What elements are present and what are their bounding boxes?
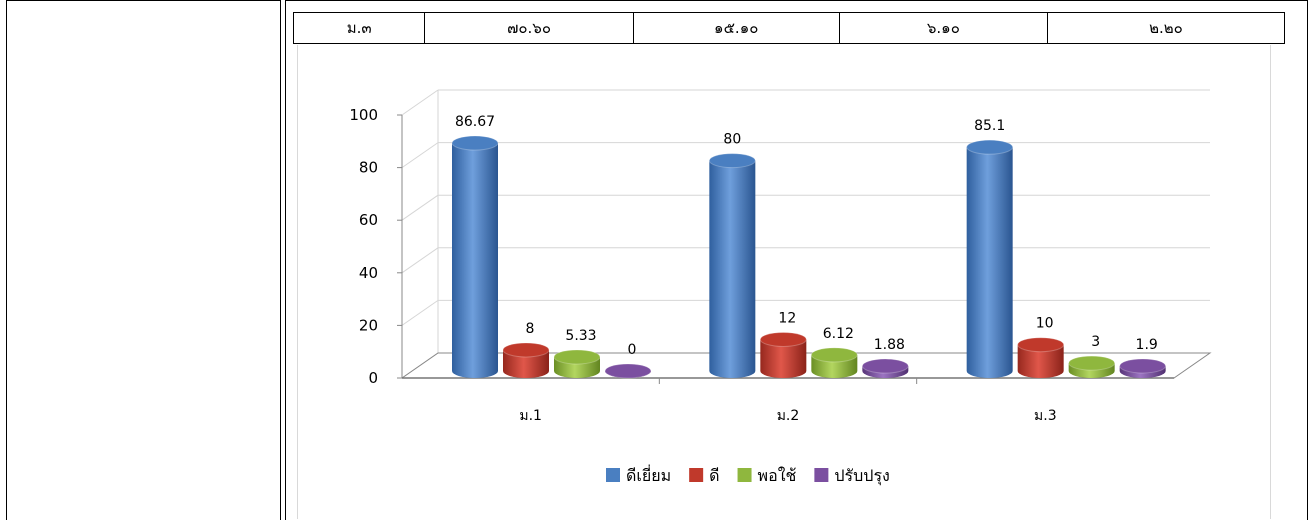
bar-body [1017, 344, 1064, 378]
legend-label: พอใช้ [758, 466, 797, 485]
x-tick-label: ม.3 [1034, 408, 1057, 424]
bar [708, 153, 756, 379]
data-label: 12 [778, 310, 796, 326]
legend-swatch [689, 468, 704, 482]
bar [451, 135, 499, 378]
gridline-side [401, 89, 439, 116]
data-label: 8 [526, 321, 535, 337]
bar-body [966, 147, 1013, 379]
data-label: 6.12 [823, 326, 854, 342]
bar-body [503, 349, 549, 378]
data-label: 0 [628, 342, 637, 358]
bar [1119, 358, 1167, 379]
chart-panel [297, 45, 1271, 519]
table-cell-value-4: ๒.๒๐ [1149, 19, 1183, 37]
gridline-side [401, 194, 439, 221]
y-tick-label: 20 [359, 316, 378, 334]
bar-top [708, 153, 756, 169]
legend-label: ดี [709, 466, 719, 485]
table-cell-value-1: ๗๐.๖๐ [425, 13, 634, 43]
legend-item: ดี [689, 466, 720, 485]
bar-top [966, 139, 1014, 155]
bar-top [451, 135, 499, 151]
legend-swatch [606, 468, 620, 482]
legend-item: ปรับปรุง [814, 466, 890, 486]
bar-body [452, 143, 498, 378]
bar [966, 139, 1014, 379]
bar-top [1068, 355, 1116, 371]
bar-top [1119, 358, 1167, 374]
x-tick-label: ม.1 [519, 408, 542, 424]
bar-top [810, 347, 858, 363]
data-label: 85.1 [974, 118, 1005, 134]
data-label: 86.67 [455, 114, 495, 130]
bar-top [1017, 337, 1065, 353]
gridline-side [401, 142, 439, 169]
bar-top [604, 363, 652, 379]
bar [1068, 355, 1116, 379]
bar [604, 363, 652, 379]
legend-item: พอใช้ [737, 466, 797, 485]
bar [1017, 337, 1065, 378]
score-table-row: ม.๓ ๗๐.๖๐ ๑๕.๑๐ ๖.๑๐ ๒.๒๐ [293, 12, 1285, 44]
bar-top [759, 331, 807, 347]
y-tick-label: 40 [359, 264, 378, 282]
table-cell-value-3: ๖.๑๐ [840, 13, 1048, 43]
right-column [285, 0, 1308, 520]
y-tick-label: 80 [359, 159, 378, 177]
y-tick-label: 100 [349, 106, 378, 124]
y-tick-label: 0 [368, 369, 378, 387]
gridline-side [401, 299, 439, 326]
data-label: 3 [1091, 334, 1100, 350]
y-tick-label: 60 [359, 211, 378, 229]
bar-top [861, 358, 909, 374]
legend-label: ปรับปรุง [834, 466, 889, 486]
bar-body [760, 339, 807, 379]
bar [861, 358, 909, 379]
legend-swatch [737, 468, 752, 482]
bar-top [553, 349, 601, 365]
gridline-side [401, 247, 439, 274]
bar [810, 347, 858, 379]
data-label: 1.88 [874, 337, 905, 353]
bar [759, 331, 807, 379]
table-cell-grade: ม.๓ [294, 13, 426, 43]
left-column [6, 0, 281, 520]
x-tick-label: ม.2 [777, 408, 800, 424]
legend-swatch [814, 468, 829, 482]
bar [502, 342, 550, 378]
table-cell-value-2: ๑๕.๑๐ [634, 13, 840, 43]
data-label: 1.9 [1136, 337, 1158, 353]
legend-item: ดีเยี่ยม [606, 464, 671, 485]
bar-body [709, 160, 756, 379]
bar-top [502, 342, 550, 358]
data-label: 5.33 [565, 328, 596, 344]
legend-label: ดีเยี่ยม [626, 464, 671, 485]
data-label: 80 [723, 132, 741, 148]
data-label: 10 [1036, 316, 1054, 332]
bar [553, 349, 601, 378]
